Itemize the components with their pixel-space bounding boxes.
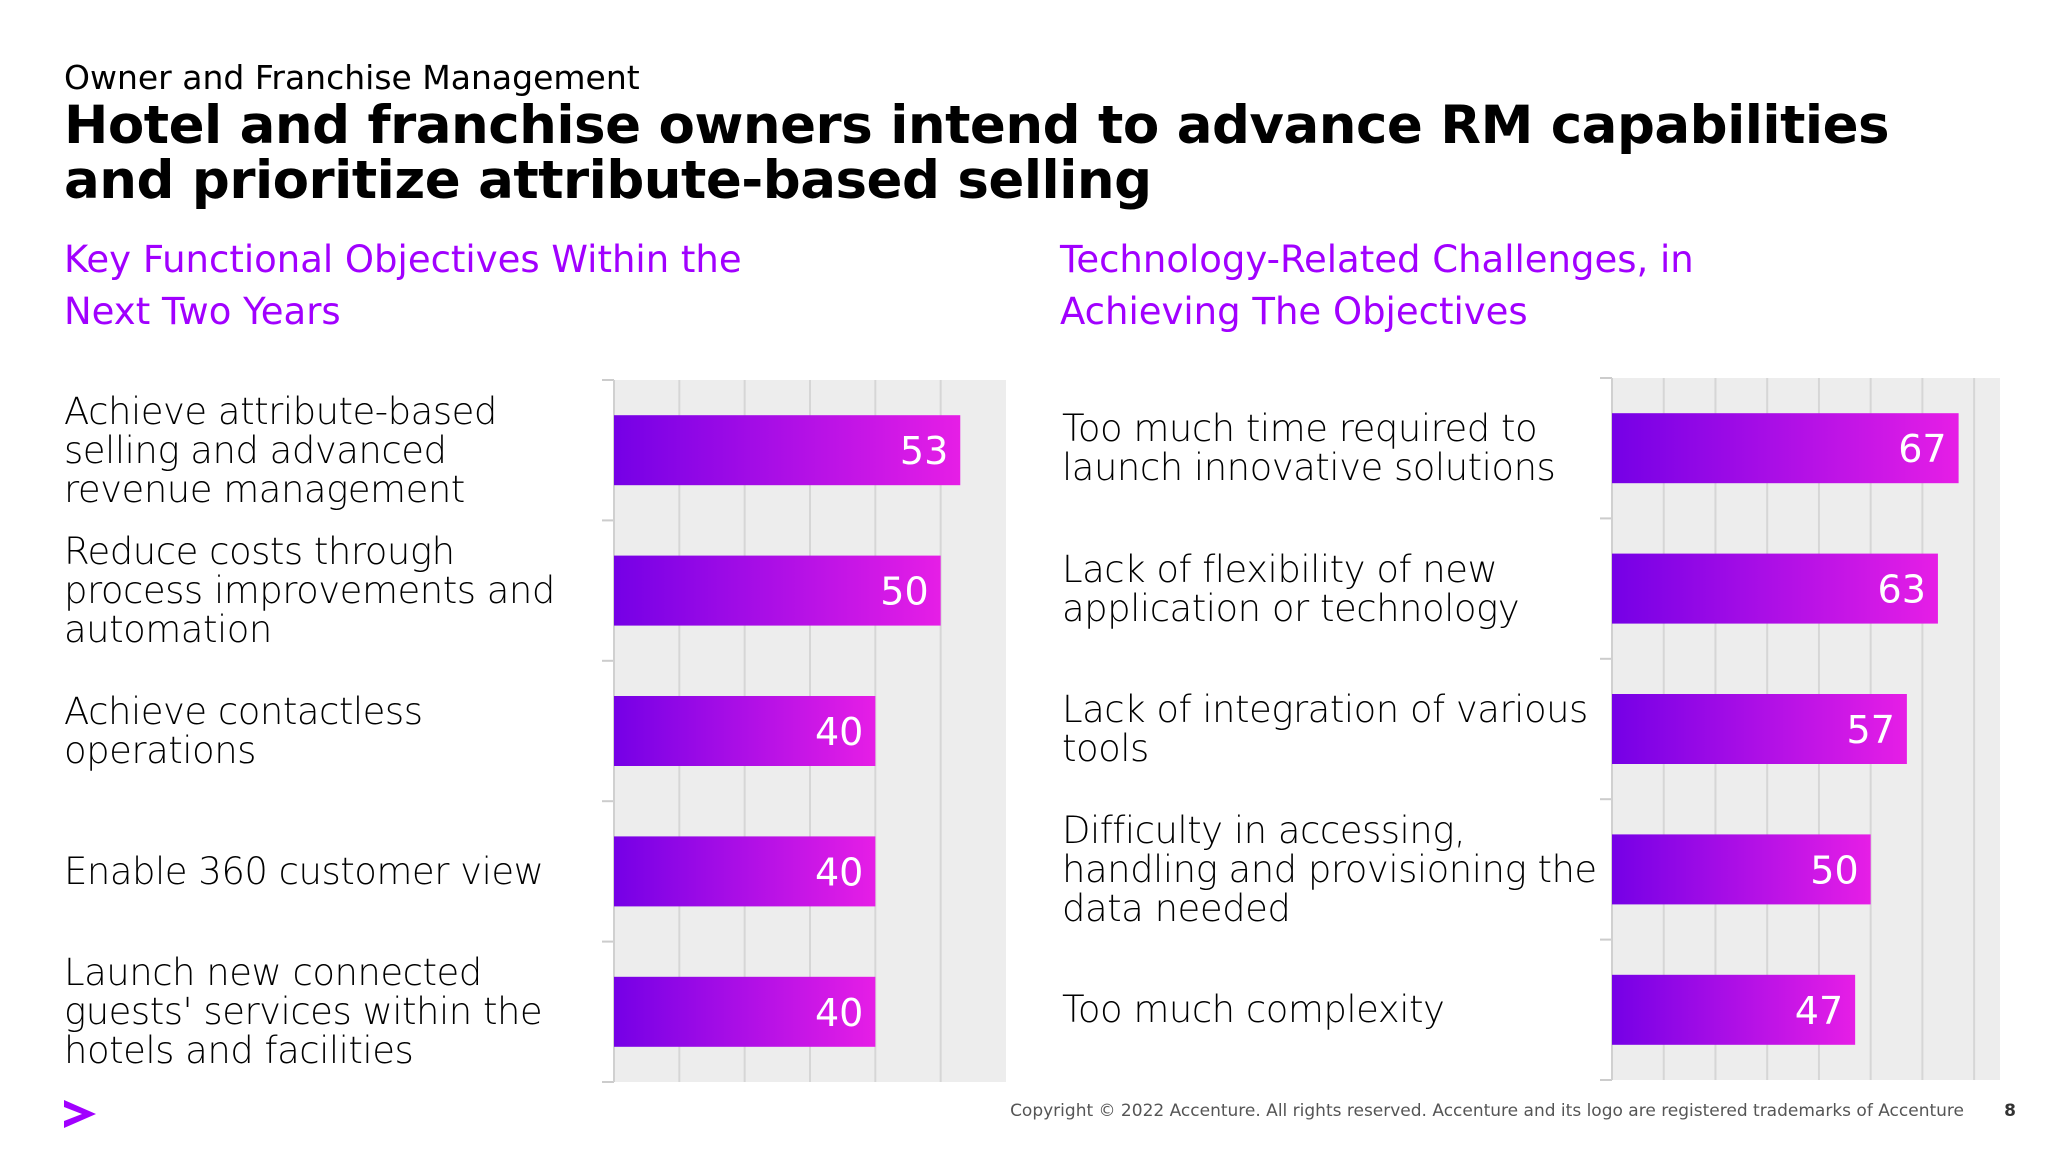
eyebrow-title: Owner and Franchise Management (64, 58, 640, 97)
right-chart-title: Technology-Related Challenges, in Achiev… (1060, 238, 1694, 333)
right-category-label-4: Difficulty in accessing, handling and pr… (1062, 808, 1597, 930)
left-bar-4 (614, 836, 876, 907)
right-bar-value-1: 67 (1898, 427, 1946, 471)
right-bar-1 (1612, 413, 1959, 484)
left-bar-value-1: 53 (900, 429, 948, 473)
left-bar-5 (614, 976, 876, 1047)
left-category-label-3: Achieve contactless operations (64, 689, 423, 772)
right-bar-value-2: 63 (1878, 568, 1926, 612)
left-bar-value-4: 40 (815, 850, 863, 894)
left-category-label-2: Reduce costs through process improvement… (64, 530, 555, 652)
left-chart-title: Key Functional Objectives Within the Nex… (64, 238, 742, 333)
page-number: 8 (2004, 1101, 2016, 1121)
left-category-label-4: Enable 360 customer view (64, 849, 544, 893)
left-bar-2 (614, 555, 941, 626)
right-bar-value-5: 47 (1795, 989, 1843, 1033)
left-bar-value-5: 40 (815, 991, 863, 1035)
left-category-label-5: Launch new connected guests' services wi… (64, 951, 543, 1073)
right-bar-4 (1612, 834, 1871, 905)
left-bar-chart: 53 50 40 40 40 (602, 379, 1006, 1083)
right-bar-value-3: 57 (1847, 708, 1895, 752)
left-bar-1 (614, 415, 961, 486)
copyright-text: Copyright © 2022 Accenture. All rights r… (1010, 1101, 1964, 1121)
right-category-label-3: Lack of integration of various tools (1062, 687, 1588, 770)
left-bar-value-2: 50 (880, 570, 928, 614)
accenture-chevron-icon (64, 1100, 96, 1128)
right-bar-3 (1612, 694, 1907, 764)
left-bar-value-3: 40 (815, 710, 863, 754)
right-category-label-2: Lack of flexibility of new application o… (1062, 547, 1520, 630)
right-bar-5 (1612, 974, 1856, 1045)
right-bar-chart: 67 63 57 50 47 (1600, 377, 2000, 1081)
left-bar-3 (614, 696, 876, 766)
page-headline: Hotel and franchise owners intend to adv… (64, 95, 1890, 211)
right-bar-value-4: 50 (1810, 848, 1858, 892)
right-category-label-1: Too much time required to launch innovat… (1062, 407, 1556, 490)
right-category-label-5: Too much complexity (1062, 988, 1445, 1032)
right-bar-2 (1612, 553, 1938, 624)
left-category-label-1: Achieve attribute-based selling and adva… (64, 389, 497, 511)
